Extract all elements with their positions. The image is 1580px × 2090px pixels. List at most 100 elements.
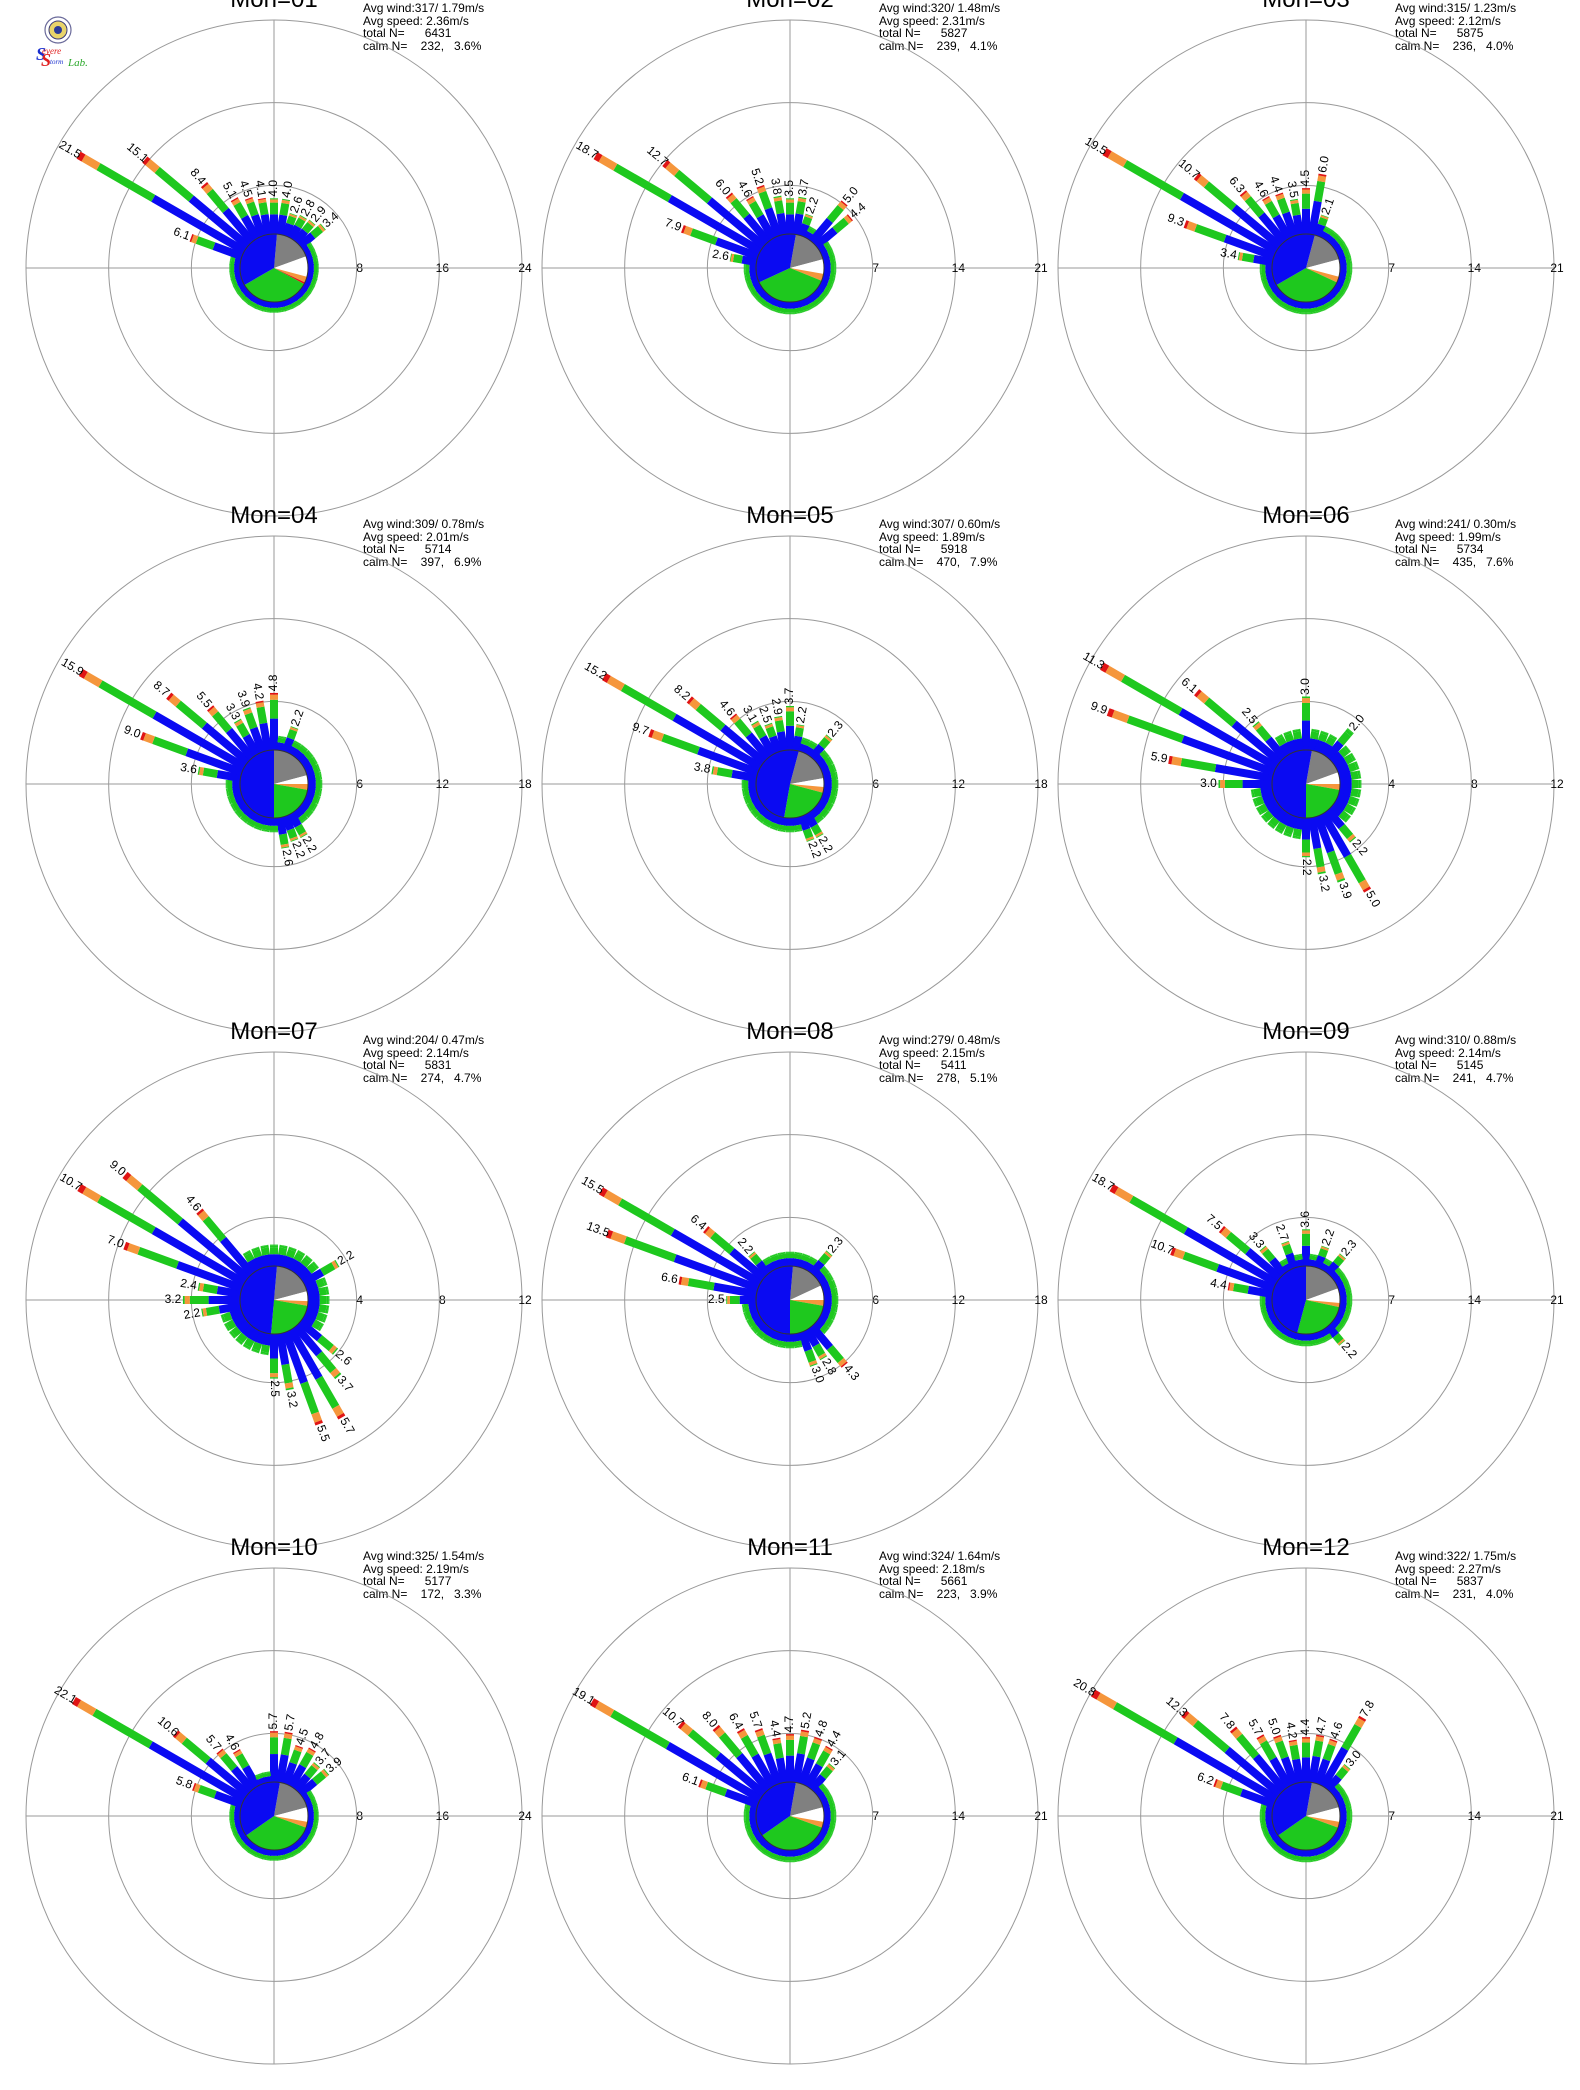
wind-bar-segment xyxy=(185,748,244,777)
wind-bar-segment xyxy=(292,228,309,245)
calm-pie-slice xyxy=(240,750,274,818)
wind-bar-segment xyxy=(257,198,267,204)
panel-title: Mon=05 xyxy=(746,502,834,529)
wind-bar-segment xyxy=(820,765,831,777)
wind-bar-segment xyxy=(746,197,756,205)
wind-bar-segment xyxy=(235,807,245,817)
wind-bar-segment xyxy=(772,298,783,308)
wind-bar-segment xyxy=(797,814,811,831)
wind-bar-segment xyxy=(720,724,767,766)
wind-bar-segment xyxy=(195,236,216,250)
wind-bar-segment xyxy=(1336,1823,1346,1834)
wind-bar-segment xyxy=(312,1771,327,1785)
wind-bar-segment xyxy=(198,766,205,776)
wind-bar-segment xyxy=(832,217,849,234)
windrose-plot: 6 12 182.34.32.83.02.56.613.515.56.42.2 xyxy=(541,1051,1048,1549)
wind-bar-segment xyxy=(255,1852,265,1859)
calm-pie-slice xyxy=(1306,1782,1339,1816)
wind-bar-segment xyxy=(826,1345,844,1364)
wind-bar-segment xyxy=(291,741,301,750)
wind-bar-segment xyxy=(1102,148,1112,159)
wind-bar-segment xyxy=(618,1198,675,1236)
wind-bar-segment xyxy=(336,1412,346,1420)
wind-bar-segment xyxy=(1336,764,1351,777)
wind-bar-segment xyxy=(762,1256,771,1262)
wind-bar-segment xyxy=(765,811,777,823)
wind-bar-segment xyxy=(813,286,824,298)
wind-bar-segment xyxy=(1344,728,1354,737)
wind-bar-segment xyxy=(837,1357,847,1367)
wind-bar-segment xyxy=(297,1318,323,1342)
bar-value-label: 13.5 xyxy=(585,1219,612,1240)
wind-bar-segment xyxy=(756,286,767,298)
wind-bar-segment xyxy=(1320,1246,1329,1251)
wind-bar-segment xyxy=(82,1186,102,1203)
wind-bar-segment xyxy=(813,1318,825,1330)
wind-bar-segment xyxy=(1316,304,1326,312)
wind-bar-segment xyxy=(803,811,818,828)
bar-value-label: 4.0 xyxy=(279,180,296,199)
wind-bar-segment xyxy=(235,1753,250,1770)
bar-value-label: 3.2 xyxy=(284,1390,301,1409)
wind-bar-segment xyxy=(1310,731,1320,740)
windrose-panel: Mon=03Avg wind:315/ 1.23m/s Avg speed: 2… xyxy=(1050,0,1564,524)
calm-pie-rim xyxy=(239,233,309,303)
windrose-plot: 4 8 123.02.02.25.03.93.22.23.05.99.911.36.… xyxy=(1057,535,1564,1033)
wind-bar-segment xyxy=(316,1351,337,1374)
wind-bar-segment xyxy=(1244,196,1265,218)
calm-pie-slice xyxy=(790,778,824,787)
wind-bar-segment xyxy=(763,1334,773,1343)
wind-bar-segment xyxy=(232,1313,247,1327)
wind-bar-segment xyxy=(275,816,287,835)
wind-bar-segment xyxy=(763,818,773,827)
wind-bar-segment xyxy=(815,1750,831,1768)
calm-pie-slice xyxy=(274,1291,308,1302)
wind-bar-segment xyxy=(806,227,816,235)
wind-bar-segment xyxy=(331,1347,339,1355)
calm-pie-rim xyxy=(239,1265,309,1335)
wind-bar-segment xyxy=(760,1839,772,1850)
wind-bar-segment xyxy=(275,742,286,752)
wind-bar-segment xyxy=(240,286,251,297)
wind-bar-segment xyxy=(303,751,313,761)
wind-bar-segment xyxy=(298,1846,306,1853)
wind-bar-segment xyxy=(818,736,831,750)
wind-bar-segment xyxy=(1220,1227,1232,1238)
calm-pie-slice xyxy=(274,784,309,790)
windrose-plot: 7 14 214.7 5.24.84.43.16.119.110.7 8.0 6.4 5.7… xyxy=(541,1567,1048,2065)
bar-value-label: 3.7 xyxy=(782,687,796,704)
wind-bar-segment xyxy=(1338,746,1350,758)
wind-bar-segment xyxy=(304,1840,311,1848)
bar-value-label: 6.1 xyxy=(680,1769,701,1788)
wind-bar-segment xyxy=(1337,293,1344,301)
wind-bar-segment xyxy=(747,1317,756,1327)
wind-bar-segment xyxy=(813,802,825,814)
bar-value-label: 3.2 xyxy=(1316,874,1333,893)
wind-bar-segment xyxy=(262,306,272,312)
wind-bar-segment xyxy=(1312,1740,1324,1758)
wind-bar-segment xyxy=(168,694,181,707)
wind-bar-segment xyxy=(280,1737,292,1756)
calm-pie-slice xyxy=(1306,235,1339,268)
wind-bar-segment xyxy=(1333,1255,1345,1267)
wind-bar-segment xyxy=(824,735,832,743)
wind-bar-segment xyxy=(221,1314,226,1323)
wind-bar-segment xyxy=(745,1804,751,1813)
wind-bar-segment xyxy=(1309,1339,1318,1345)
wind-bar-segment xyxy=(813,813,823,823)
wind-bar-segment xyxy=(243,1250,252,1257)
wind-bar-segment xyxy=(248,1848,258,1856)
wind-bar-segment xyxy=(725,192,734,200)
wind-bar-segment xyxy=(281,1330,308,1385)
wind-bar-segment xyxy=(1264,200,1280,219)
wind-bar-segment xyxy=(1309,307,1318,313)
wind-bar-segment xyxy=(1307,738,1318,752)
wind-bar-segment xyxy=(284,1382,294,1389)
wind-bar-segment xyxy=(820,1798,830,1809)
wind-bar-segment xyxy=(648,729,655,738)
wind-bar-segment xyxy=(306,1262,318,1274)
wind-bar-segment xyxy=(1319,1327,1330,1338)
wind-bar-segment xyxy=(1319,1843,1330,1854)
wind-bar-segment xyxy=(1105,665,1125,682)
wind-bar-segment xyxy=(794,727,804,738)
